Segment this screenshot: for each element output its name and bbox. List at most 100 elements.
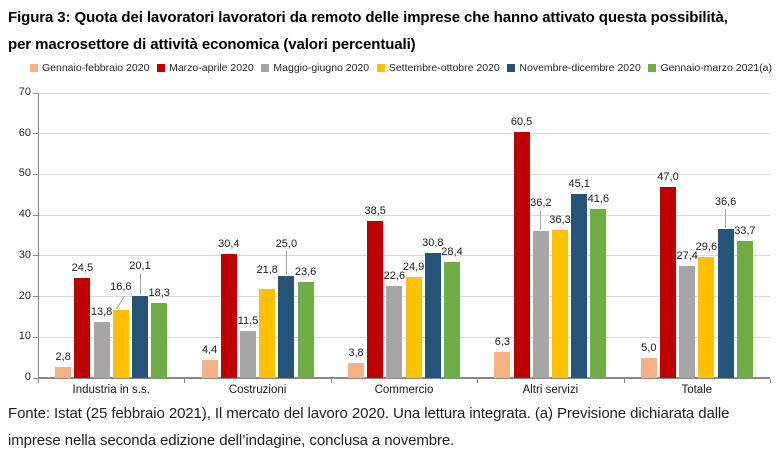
y-axis-tick: [33, 92, 38, 94]
bar-value-label: 11,5: [237, 315, 259, 328]
bar-value-label: 36,6: [714, 195, 737, 208]
bar-Industria in s.s.-Maggio-giugno 2020: [93, 321, 110, 378]
bar-Industria in s.s.-Marzo-aprile 2020: [74, 278, 91, 378]
legend-swatch-icon: [507, 64, 516, 72]
y-tick-label: 30: [18, 248, 31, 261]
x-axis-tick: [330, 379, 332, 383]
bar-value-label: 24,9: [402, 260, 425, 273]
x-axis-tick: [477, 379, 479, 383]
legend-swatch-icon: [157, 64, 166, 72]
bar-Costruzioni-Settembre-ottobre 2020: [259, 289, 276, 378]
bar-Totale-Settembre-ottobre 2020: [698, 257, 715, 378]
gridline: [38, 296, 770, 298]
bar-Totale-Gennaio-marzo 2021(a): [736, 240, 753, 378]
bar-Industria in s.s.-Novembre-dicembre 2020: [132, 296, 148, 378]
x-axis-line: [38, 377, 770, 379]
bar-Industria in s.s.-Settembre-ottobre 2020: [112, 310, 129, 378]
gridline: [38, 173, 770, 175]
y-axis-tick: [33, 173, 38, 175]
legend-swatch-icon: [261, 64, 270, 72]
bar-value-label: 36,3: [549, 214, 571, 227]
bar-value-label: 5,0: [641, 341, 657, 354]
category-label: Commercio: [374, 384, 434, 396]
bar-Totale-Novembre-dicembre 2020: [717, 228, 734, 378]
y-tick-label: 50: [18, 167, 31, 180]
legend-item-1: Gennaio-febbraio 2020: [30, 62, 149, 74]
bar-value-label: 30,4: [218, 238, 240, 251]
legend-swatch-icon: [376, 64, 385, 72]
label-leader-line: [285, 251, 287, 276]
legend-label: Gennaio-marzo 2021(a): [660, 62, 772, 74]
bar-Totale-Maggio-giugno 2020: [679, 266, 696, 378]
legend-item-5: Novembre-dicembre 2020: [507, 62, 641, 74]
bar-value-label: 18,3: [148, 287, 170, 300]
gridline: [38, 336, 770, 338]
bar-value-label: 24,5: [71, 262, 94, 275]
y-tick-label: 0: [24, 371, 31, 383]
y-tick-label: 60: [18, 126, 31, 139]
x-axis-tick: [770, 379, 771, 383]
bar-value-label: 45,1: [568, 178, 590, 191]
bar-value-label: 25,0: [275, 238, 298, 251]
source-note: Fonte: Istat (25 febbraio 2021), Il merc…: [8, 405, 730, 449]
x-axis-tick: [623, 379, 625, 383]
legend-label: Marzo-aprile 2020: [169, 62, 254, 74]
bar-Totale-Marzo-aprile 2020: [660, 186, 676, 378]
legend-item-4: Settembre-ottobre 2020: [376, 62, 500, 74]
bar-Costruzioni-Marzo-aprile 2020: [220, 254, 237, 378]
bar-value-label: 22,6: [383, 269, 406, 282]
bar-Commercio-Novembre-dicembre 2020: [424, 252, 441, 378]
y-tick-label: 70: [18, 86, 31, 98]
chart-legend: Gennaio-febbraio 2020 Marzo-aprile 2020 Ma…: [30, 61, 772, 75]
y-axis-tick: [33, 336, 38, 338]
legend-swatch-icon: [30, 64, 38, 72]
bar-value-label: 4,4: [201, 344, 218, 357]
bar-value-label: 13,8: [90, 305, 113, 318]
bar-Totale-Gennaio-febbraio 2020: [640, 357, 657, 378]
bar-value-label: 33,7: [734, 224, 756, 237]
y-tick-label: 40: [18, 208, 31, 221]
bar-value-label: 29,6: [695, 241, 718, 254]
bar-Costruzioni-Gennaio-febbraio 2020: [201, 360, 218, 378]
bar-Commercio-Gennaio-marzo 2021(a): [444, 262, 460, 378]
legend-item-3: Maggio-giugno 2020: [261, 62, 369, 74]
label-leader-line: [540, 209, 542, 230]
y-tick-label: 10: [18, 330, 31, 343]
y-tick-label: 20: [18, 289, 31, 302]
category-label: Altri servizi: [522, 384, 579, 396]
bar-value-label: 16,6: [110, 281, 132, 294]
gridline: [38, 255, 770, 257]
gridline: [38, 92, 770, 94]
category-label: Costruzioni: [228, 384, 287, 396]
bar-value-label: 2,8: [55, 350, 71, 363]
legend-label: Maggio-giugno 2020: [273, 62, 370, 74]
bar-value-label: 30,8: [422, 236, 444, 249]
bar-value-label: 47,0: [657, 170, 679, 183]
bar-Altri servizi-Novembre-dicembre 2020: [571, 194, 588, 378]
x-axis-tick: [38, 379, 39, 383]
y-axis-tick: [33, 133, 38, 135]
bar-value-label: 41,6: [587, 192, 610, 205]
y-axis-line: [38, 93, 39, 382]
bar-value-label: 21,8: [256, 264, 278, 277]
bar-Altri servizi-Gennaio-marzo 2021(a): [590, 208, 607, 378]
bar-Industria in s.s.-Gennaio-febbraio 2020: [55, 366, 72, 378]
category-label: Totale: [681, 384, 713, 396]
legend-swatch-icon: [648, 64, 657, 72]
bar-Commercio-Marzo-aprile 2020: [367, 221, 384, 378]
y-axis-tick: [33, 377, 38, 379]
label-leader-line: [725, 208, 727, 228]
bar-Altri servizi-Gennaio-febbraio 2020: [494, 352, 511, 378]
gridline: [38, 214, 770, 216]
bar-Altri servizi-Marzo-aprile 2020: [513, 131, 530, 378]
bar-value-label: 23,6: [294, 265, 317, 278]
bar-value-label: 3,8: [348, 346, 364, 359]
bar-Commercio-Gennaio-febbraio 2020: [348, 362, 364, 378]
y-axis-tick: [33, 214, 38, 216]
figure-title: Figura 3: Quota dei lavoratori lavorator…: [8, 9, 728, 53]
x-axis-tick: [184, 379, 186, 383]
legend-item-6: Gennaio-marzo 2021(a): [648, 62, 772, 74]
legend-label: Settembre-ottobre 2020: [388, 62, 500, 74]
